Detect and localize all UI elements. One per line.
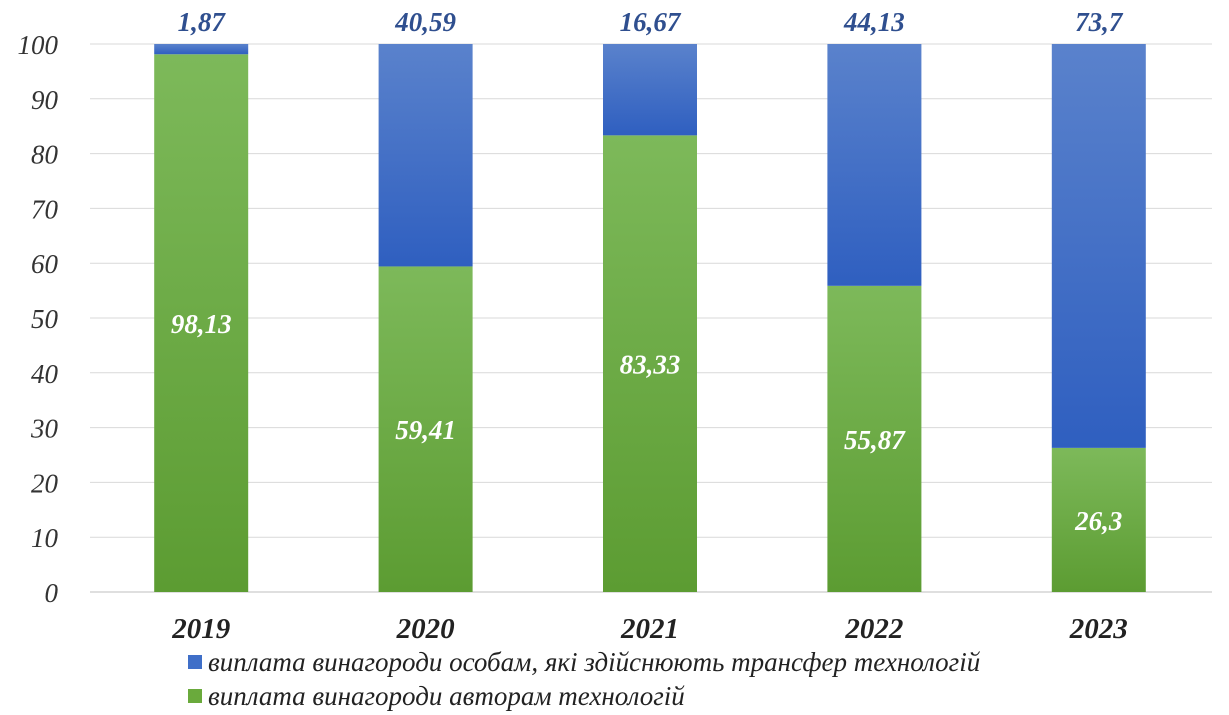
x-tick-label-2019: 2019 [171,613,230,640]
y-tick-label: 30 [30,414,59,444]
y-tick-label: 80 [31,140,59,170]
bar-authors-2022 [827,285,922,592]
data-label-transfer-2021: 16,67 [620,7,682,37]
chart-canvas: 0 10 20 30 40 50 60 70 80 90 100 98,13 1,87 2019 59,41… [18,7,1212,645]
data-label-authors-2022: 55,87 [844,425,906,455]
data-label-transfer-2020: 40,59 [394,7,456,37]
data-label-authors-2021: 83,33 [620,350,681,380]
bar-authors-2021 [603,135,697,592]
y-tick-label: 100 [18,30,59,60]
y-tick-label: 70 [31,194,59,224]
y-tick-label: 40 [31,359,59,389]
data-label-authors-2020: 59,41 [395,415,456,445]
data-label-authors-2023: 26,3 [1074,506,1122,536]
bars [154,44,1146,592]
bar-transfer-2023 [1051,44,1146,448]
bar-authors-2020 [378,266,473,592]
x-tick-label-2022: 2022 [844,613,903,640]
bar-transfer-2020 [378,44,473,267]
x-tick-label-2021: 2021 [620,613,679,640]
bar-authors-2019 [154,54,249,592]
data-label-transfer-2022: 44,13 [843,7,905,37]
legend-label-transfer: виплата винагороди особам, які здійснюют… [208,647,981,677]
y-tick-label: 0 [45,578,59,608]
x-tick-label-2020: 2020 [396,613,455,640]
legend-label-authors: виплата винагороди авторам технологій [208,681,685,711]
y-tick-label: 60 [31,249,59,279]
legend-swatch-green [188,689,202,703]
legend: виплата винагороди особам, які здійснюют… [188,645,980,713]
y-tick-label: 20 [31,468,59,498]
data-label-transfer-2019: 1,87 [178,7,227,37]
labels: 0 10 20 30 40 50 60 70 80 90 100 98,13 1,87 2019 59,41… [18,7,1128,645]
legend-swatch-blue [188,655,202,669]
data-label-transfer-2023: 73,7 [1075,7,1124,37]
y-tick-label: 50 [31,304,59,334]
legend-item-authors: виплата винагороди авторам технологій [188,679,980,713]
legend-item-transfer: виплата винагороди особам, які здійснюют… [188,645,980,679]
data-label-authors-2019: 98,13 [171,309,232,339]
bar-authors-2023 [1051,447,1146,592]
bar-transfer-2022 [827,44,922,286]
bar-transfer-2019 [154,44,249,55]
x-tick-label-2023: 2023 [1069,613,1128,640]
bar-transfer-2021 [603,44,697,136]
y-tick-label: 10 [31,523,59,553]
y-tick-label: 90 [31,85,59,115]
